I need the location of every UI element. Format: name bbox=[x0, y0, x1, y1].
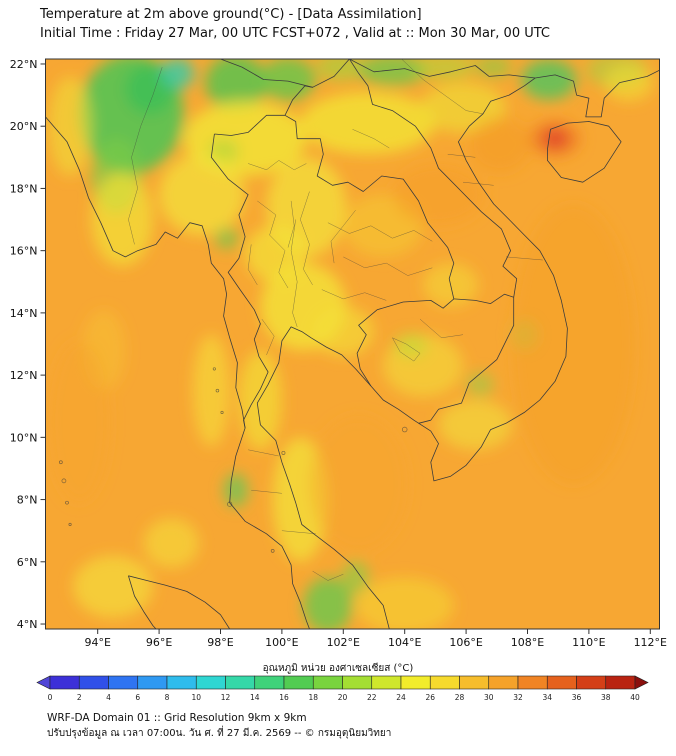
lat-tick-label: 18°N bbox=[10, 182, 38, 195]
footer: WRF-DA Domain 01 :: Grid Resolution 9km … bbox=[47, 710, 391, 741]
lon-tick-label: 98°E bbox=[207, 636, 233, 649]
colorbar-tick-label: 36 bbox=[572, 693, 582, 702]
lat-tick-label: 6°N bbox=[17, 556, 38, 569]
colorbar-segment bbox=[108, 675, 139, 690]
colorbar-segment bbox=[312, 675, 343, 690]
colorbar-tick-label: 6 bbox=[135, 693, 140, 702]
colorbar-segment bbox=[605, 675, 636, 690]
lat-tick-label: 8°N bbox=[17, 494, 38, 507]
colorbar-tick-label: 30 bbox=[484, 693, 494, 702]
lon-tick-label: 106°E bbox=[449, 636, 482, 649]
colorbar-tick-label: 8 bbox=[165, 693, 170, 702]
colorbar-tick-label: 24 bbox=[396, 693, 406, 702]
colorbar-tick-label: 16 bbox=[279, 693, 289, 702]
temperature-map: 22°N 20°N 18°N 16°N 14°N 12°N 10°N 8°N 6°N 4°N 94°… bbox=[10, 58, 667, 649]
colorbar-title: อุณหภูมิ หน่วย องศาเซลเซียส (°C) bbox=[262, 663, 414, 674]
colorbar-segment bbox=[78, 675, 109, 690]
colorbar-segment bbox=[137, 675, 168, 690]
lon-tick-label: 108°E bbox=[511, 636, 544, 649]
colorbar-segment bbox=[576, 675, 607, 690]
lat-tick-label: 4°N bbox=[17, 618, 38, 631]
colorbar-arrow-right bbox=[634, 675, 649, 690]
colorbar-segment bbox=[166, 675, 197, 690]
colorbar-tick-label: 0 bbox=[48, 693, 53, 702]
lon-tick-label: 94°E bbox=[84, 636, 110, 649]
colorbar-segment bbox=[546, 675, 577, 690]
colorbar-tick-label: 34 bbox=[542, 693, 552, 702]
colorbar-tick-label: 2 bbox=[77, 693, 82, 702]
colorbar-tick-label: 20 bbox=[338, 693, 348, 702]
colorbar-segment bbox=[49, 675, 80, 690]
lon-tick-label: 104°E bbox=[388, 636, 421, 649]
colorbar-segment bbox=[225, 675, 256, 690]
lon-tick-label: 110°E bbox=[572, 636, 605, 649]
axes: 22°N 20°N 18°N 16°N 14°N 12°N 10°N 8°N 6°N 4°N 94°… bbox=[10, 58, 667, 649]
province-borders bbox=[58, 59, 543, 581]
colorbar-tick-label: 38 bbox=[601, 693, 611, 702]
lon-tick-label: 102°E bbox=[327, 636, 360, 649]
colorbar-segment bbox=[254, 675, 285, 690]
colorbar-segment bbox=[195, 675, 226, 690]
colorbar: 0 2 4 6 8 10 12 14 16 18 20 22 24 26 28 30 32 34 36 38 40 bbox=[36, 675, 649, 702]
lat-tick-label: 14°N bbox=[10, 307, 38, 320]
colorbar-segment bbox=[283, 675, 314, 690]
colorbar-tick-label: 22 bbox=[367, 693, 377, 702]
colorbar-segment bbox=[488, 675, 519, 690]
colorbar-tick-label: 18 bbox=[308, 693, 318, 702]
lon-tick-label: 112°E bbox=[634, 636, 667, 649]
colorbar-tick-label: 10 bbox=[191, 693, 201, 702]
lon-tick-label: 96°E bbox=[146, 636, 172, 649]
page-subtitle: Initial Time : Friday 27 Mar, 00 UTC FCS… bbox=[40, 26, 550, 41]
footer-update-info: ปรับปรุงข้อมูล ณ เวลา 07:00น. วัน ศ. ที่… bbox=[47, 728, 392, 739]
lat-tick-label: 10°N bbox=[10, 431, 38, 444]
country-borders bbox=[45, 59, 660, 629]
colorbar-tick-label: 40 bbox=[630, 693, 640, 702]
temperature-field bbox=[45, 59, 660, 629]
lat-tick-label: 20°N bbox=[10, 120, 38, 133]
lon-tick-label: 100°E bbox=[265, 636, 298, 649]
colorbar-segment bbox=[371, 675, 402, 690]
lat-tick-label: 22°N bbox=[10, 58, 38, 71]
colorbar-arrow-left bbox=[36, 675, 51, 690]
lat-tick-label: 12°N bbox=[10, 369, 38, 382]
colorbar-segment bbox=[342, 675, 373, 690]
colorbar-segment bbox=[459, 675, 490, 690]
colorbar-tick-label: 32 bbox=[513, 693, 523, 702]
colorbar-tick-label: 12 bbox=[221, 693, 231, 702]
colorbar-tick-label: 28 bbox=[455, 693, 465, 702]
colorbar-segment bbox=[517, 675, 548, 690]
colorbar-segment bbox=[400, 675, 431, 690]
map-frame bbox=[45, 58, 660, 630]
colorbar-tick-label: 14 bbox=[250, 693, 260, 702]
lat-tick-label: 16°N bbox=[10, 245, 38, 258]
page-title: Temperature at 2m above ground(°C) - [Da… bbox=[40, 7, 422, 22]
colorbar-tick-label: 4 bbox=[106, 693, 111, 702]
colorbar-tick-label: 26 bbox=[425, 693, 435, 702]
header: Temperature at 2m above ground(°C) - [Da… bbox=[40, 5, 550, 43]
footer-domain-info: WRF-DA Domain 01 :: Grid Resolution 9km … bbox=[47, 712, 307, 724]
colorbar-segment bbox=[429, 675, 460, 690]
